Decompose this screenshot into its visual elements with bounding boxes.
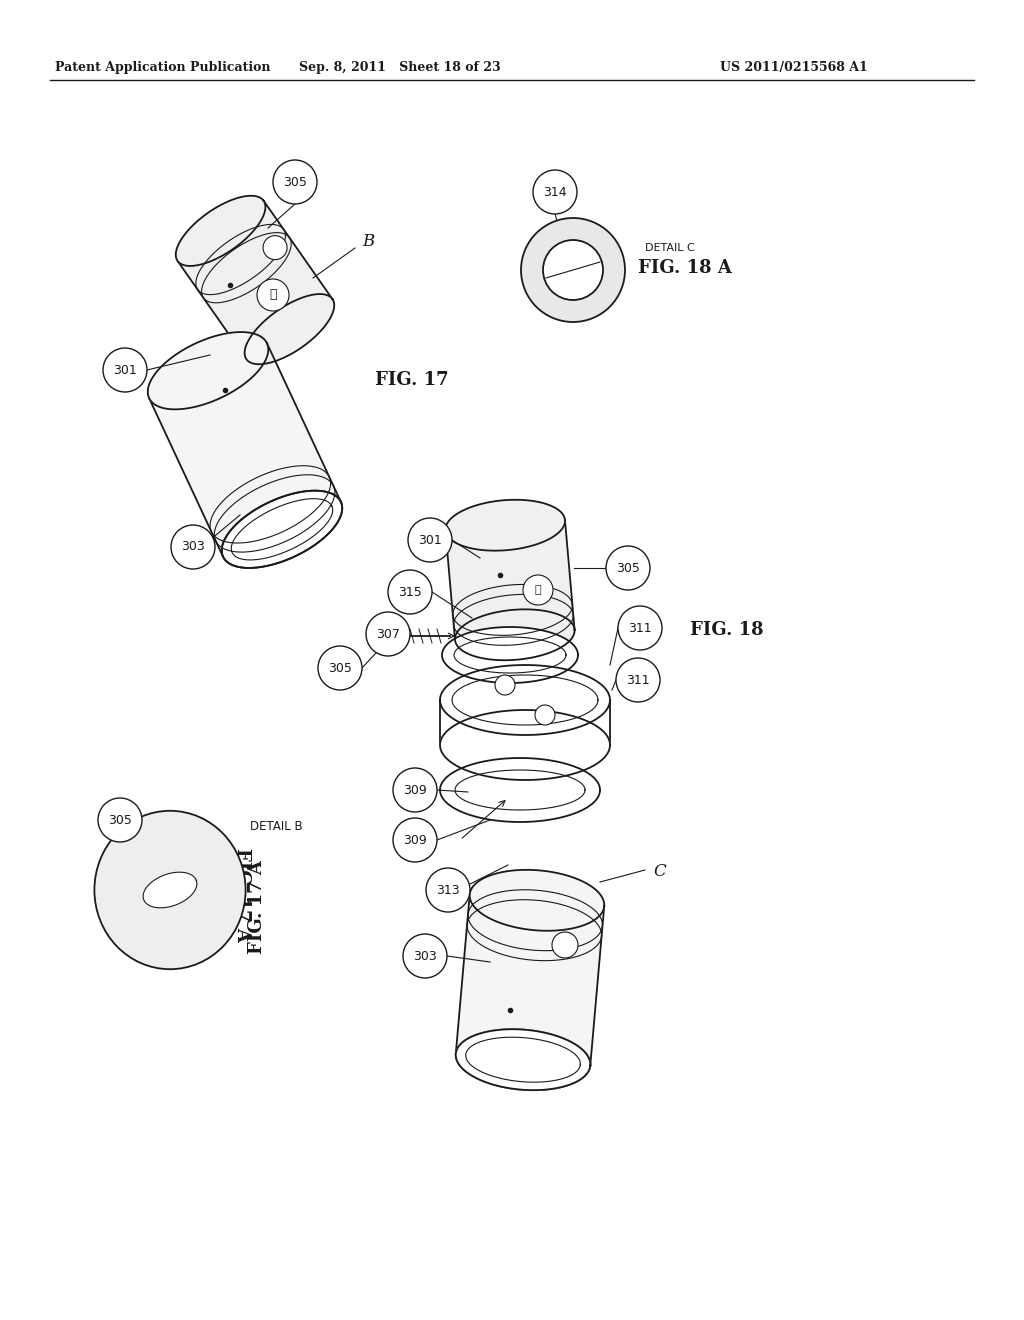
Text: 311: 311	[628, 622, 652, 635]
Circle shape	[426, 869, 470, 912]
Text: FIG. 17 A: FIG. 17 A	[248, 861, 266, 954]
Text: FIG. 17 A: FIG. 17 A	[233, 847, 251, 942]
Text: 307: 307	[376, 627, 400, 640]
Circle shape	[521, 218, 625, 322]
Text: 305: 305	[328, 661, 352, 675]
Circle shape	[534, 170, 577, 214]
Text: 309: 309	[403, 784, 427, 796]
Polygon shape	[440, 665, 610, 735]
Text: B: B	[361, 234, 374, 251]
Circle shape	[366, 612, 410, 656]
Polygon shape	[245, 294, 334, 364]
Circle shape	[495, 675, 515, 696]
Circle shape	[98, 799, 142, 842]
Ellipse shape	[94, 810, 246, 969]
Text: 314: 314	[543, 186, 567, 198]
Polygon shape	[445, 520, 574, 640]
Circle shape	[257, 279, 289, 312]
Circle shape	[103, 348, 147, 392]
Polygon shape	[455, 610, 574, 660]
Polygon shape	[177, 201, 333, 359]
Text: Ⓑ: Ⓑ	[535, 585, 542, 595]
Polygon shape	[440, 758, 600, 822]
Circle shape	[403, 935, 447, 978]
Text: DETAIL B: DETAIL B	[250, 820, 303, 833]
Circle shape	[408, 517, 452, 562]
Text: 311: 311	[627, 673, 650, 686]
Polygon shape	[143, 873, 197, 908]
Circle shape	[171, 525, 215, 569]
Text: FIG. 18 A: FIG. 18 A	[638, 259, 732, 277]
Polygon shape	[456, 895, 604, 1065]
Text: Ⓑ: Ⓑ	[269, 289, 276, 301]
Polygon shape	[440, 710, 610, 780]
Text: US 2011/0215568 A1: US 2011/0215568 A1	[720, 62, 867, 74]
Text: 309: 309	[403, 833, 427, 846]
Polygon shape	[150, 343, 341, 557]
Text: 305: 305	[283, 176, 307, 189]
Polygon shape	[442, 627, 578, 682]
Circle shape	[606, 546, 650, 590]
Text: 305: 305	[109, 813, 132, 826]
Circle shape	[523, 576, 553, 605]
Text: 303: 303	[181, 540, 205, 553]
Circle shape	[616, 657, 660, 702]
Circle shape	[535, 705, 555, 725]
Circle shape	[552, 932, 578, 958]
Text: 301: 301	[113, 363, 137, 376]
Circle shape	[263, 236, 287, 260]
Text: FIG. 18: FIG. 18	[690, 620, 764, 639]
Polygon shape	[222, 491, 342, 568]
Text: 301: 301	[418, 533, 442, 546]
Polygon shape	[445, 500, 565, 550]
Text: C: C	[653, 863, 667, 880]
Text: 303: 303	[413, 949, 437, 962]
Polygon shape	[176, 195, 265, 265]
Circle shape	[318, 645, 362, 690]
Polygon shape	[456, 1030, 590, 1090]
Circle shape	[543, 240, 603, 300]
Polygon shape	[222, 491, 342, 568]
Circle shape	[618, 606, 662, 649]
Polygon shape	[456, 1030, 590, 1090]
Text: 313: 313	[436, 883, 460, 896]
Circle shape	[388, 570, 432, 614]
Circle shape	[393, 768, 437, 812]
Polygon shape	[147, 333, 268, 409]
Polygon shape	[470, 870, 604, 931]
Circle shape	[273, 160, 317, 205]
Text: DETAIL C: DETAIL C	[645, 243, 694, 253]
Text: FIG. 17: FIG. 17	[375, 371, 449, 389]
Text: 315: 315	[398, 586, 422, 598]
Text: 305: 305	[616, 561, 640, 574]
Text: Sep. 8, 2011   Sheet 18 of 23: Sep. 8, 2011 Sheet 18 of 23	[299, 62, 501, 74]
Circle shape	[393, 818, 437, 862]
Text: Patent Application Publication: Patent Application Publication	[55, 62, 270, 74]
